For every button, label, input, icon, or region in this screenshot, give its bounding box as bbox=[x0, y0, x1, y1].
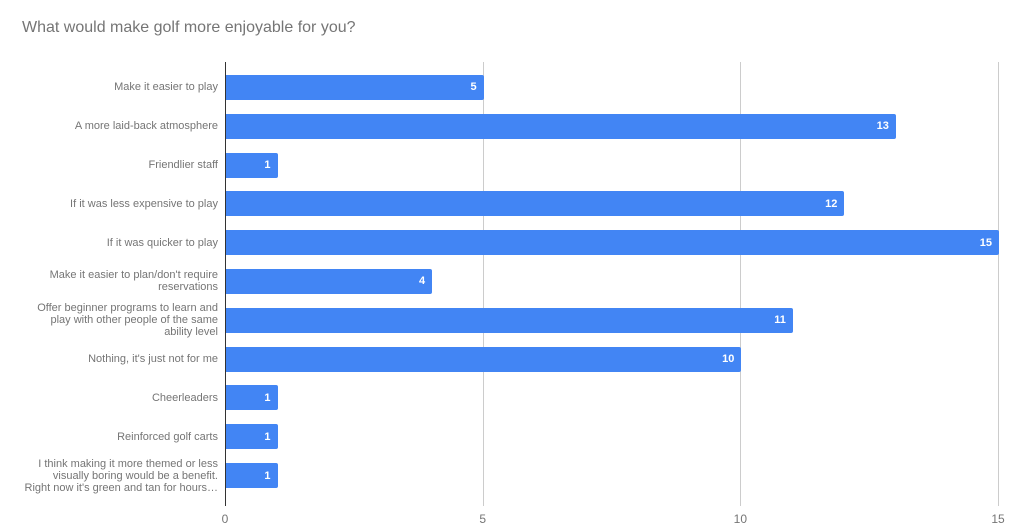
category-label: Nothing, it's just not for me bbox=[88, 353, 218, 366]
x-tick-label: 10 bbox=[733, 512, 748, 526]
category-label: Friendlier staff bbox=[148, 159, 219, 172]
x-tick-label: 0 bbox=[221, 512, 229, 526]
category-label-row: A more laid-back atmosphere bbox=[0, 107, 218, 146]
category-label: If it was quicker to play bbox=[106, 236, 218, 249]
bar-value-label: 1 bbox=[264, 430, 271, 443]
category-label-row: Friendlier staff bbox=[0, 146, 219, 185]
category-label-row: Cheerleaders bbox=[0, 379, 218, 418]
category-label: A more laid-back atmosphere bbox=[74, 120, 218, 133]
category-label-row: Offer beginner programs to learn and pla… bbox=[0, 301, 218, 340]
category-label-row: Make it easier to play bbox=[0, 68, 218, 107]
category-label: If it was less expensive to play bbox=[70, 197, 218, 210]
bar[interactable]: 10 bbox=[226, 346, 742, 372]
category-label-row: Reinforced golf carts bbox=[0, 417, 218, 456]
category-labels: Make it easier to play A more laid-back a… bbox=[0, 68, 218, 495]
bar-value-label: 11 bbox=[774, 314, 786, 327]
gridline-15 bbox=[998, 62, 999, 506]
bar-value-label: 4 bbox=[419, 275, 426, 288]
x-tick-label: 5 bbox=[479, 512, 486, 526]
bar-value-label: 15 bbox=[979, 236, 992, 249]
category-label: Cheerleaders bbox=[151, 391, 218, 404]
bar-value-label: 12 bbox=[825, 197, 838, 210]
plot-area bbox=[226, 62, 999, 506]
bar[interactable]: 1 bbox=[226, 463, 278, 489]
bar[interactable]: 1 bbox=[226, 385, 278, 411]
chart-title: What would make golf more enjoyable for … bbox=[22, 19, 356, 36]
bar-row: 13 bbox=[226, 107, 999, 146]
category-label-row: I think making it more themed or less vi… bbox=[0, 456, 218, 495]
x-axis-baseline bbox=[225, 62, 226, 506]
category-label: Reinforced golf carts bbox=[117, 430, 218, 443]
bar-row: 1 bbox=[226, 417, 999, 456]
category-label-row: Nothing, it's just not for me bbox=[0, 340, 218, 379]
bar-row: 11 bbox=[226, 301, 999, 340]
bar-value-label: 1 bbox=[264, 159, 271, 172]
chart-area: Make it easier to play A more laid-back a… bbox=[0, 62, 1024, 526]
bar-row: 10 bbox=[226, 340, 999, 379]
category-label-row: If it was less expensive to play bbox=[0, 184, 218, 223]
bar-value-label: 13 bbox=[876, 120, 889, 133]
bar[interactable]: 15 bbox=[226, 230, 999, 256]
category-label-row: If it was quicker to play bbox=[0, 223, 218, 262]
bar[interactable]: 13 bbox=[226, 113, 896, 139]
bar[interactable]: 1 bbox=[226, 152, 278, 178]
category-label: Make it easier to plan/don't require res… bbox=[49, 269, 218, 294]
category-label: I think making it more themed or less vi… bbox=[24, 457, 218, 494]
category-label: Make it easier to play bbox=[114, 81, 218, 94]
bar[interactable]: 11 bbox=[226, 307, 793, 333]
x-tick-label: 15 bbox=[991, 512, 1005, 526]
bar-row: 1 bbox=[226, 379, 999, 418]
bar-row: 5 bbox=[226, 68, 999, 107]
bar[interactable]: 1 bbox=[226, 424, 278, 450]
bar[interactable]: 5 bbox=[226, 74, 484, 100]
bar-row: 1 bbox=[226, 456, 999, 495]
bar-value-label: 5 bbox=[470, 81, 477, 94]
gridline-5 bbox=[482, 62, 484, 506]
bar-value-label: 1 bbox=[264, 469, 271, 482]
bar-value-label: 10 bbox=[722, 353, 735, 366]
bar-rows: 5 13 1 12 15 4 11 10 1 1 1 bbox=[226, 68, 999, 495]
bar-row: 4 bbox=[226, 262, 999, 301]
bar-value-label: 1 bbox=[264, 391, 271, 404]
bar-row: 12 bbox=[226, 184, 999, 223]
category-label: Offer beginner programs to learn and pla… bbox=[37, 302, 218, 339]
gridline-10 bbox=[740, 62, 742, 506]
bar-row: 1 bbox=[226, 146, 999, 185]
bar-row: 15 bbox=[226, 223, 999, 262]
category-label-row: Make it easier to plan/don't require res… bbox=[0, 262, 218, 301]
bar[interactable]: 12 bbox=[226, 191, 845, 217]
bar[interactable]: 4 bbox=[226, 268, 433, 294]
